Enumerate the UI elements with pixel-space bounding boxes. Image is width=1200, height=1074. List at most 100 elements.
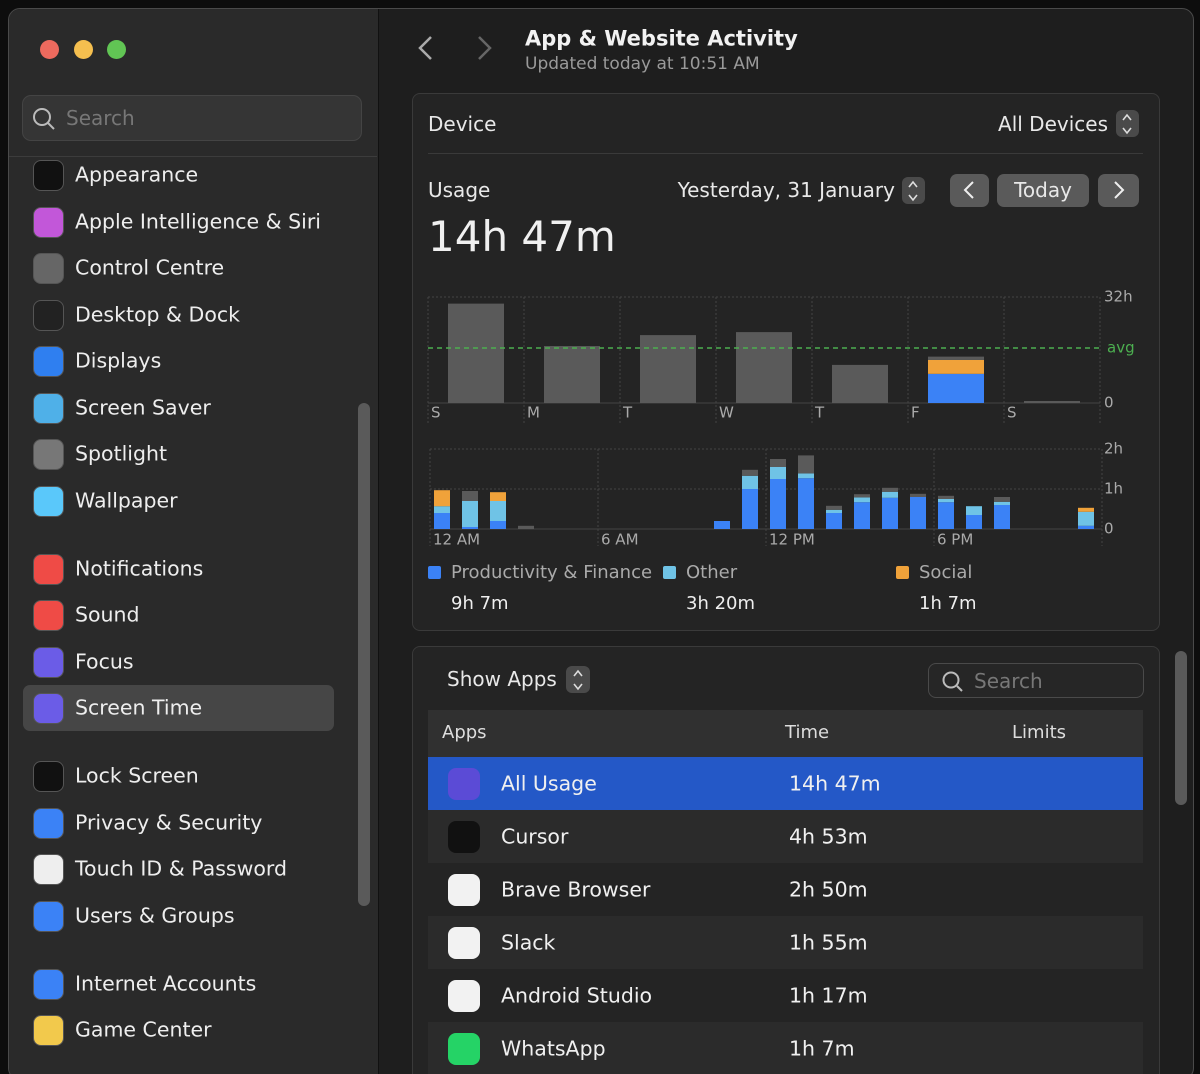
stepper-glyph bbox=[1122, 113, 1132, 121]
bar-segment bbox=[462, 527, 478, 529]
sidebar-item[interactable]: Control Centre bbox=[75, 255, 225, 280]
bar-segment bbox=[938, 495, 954, 499]
sidebar-item[interactable]: Lock Screen bbox=[75, 763, 199, 788]
bar-segment bbox=[462, 491, 478, 501]
selected-item[interactable] bbox=[23, 685, 334, 731]
sidebar-item[interactable]: Displays bbox=[75, 348, 162, 373]
bar-segment bbox=[736, 332, 792, 403]
sidebar-item[interactable]: Game Center bbox=[75, 1017, 212, 1042]
sidebar-item[interactable]: Apple Intelligence & Siri bbox=[75, 209, 321, 234]
sidebar-item[interactable]: Wallpaper bbox=[75, 488, 178, 513]
sidebar-icon bbox=[33, 553, 64, 585]
sidebar-item[interactable]: Users & Groups bbox=[75, 903, 235, 928]
bar-segment bbox=[882, 487, 898, 492]
today-button[interactable] bbox=[997, 174, 1089, 207]
avg-label: avg bbox=[1107, 339, 1135, 357]
close-button[interactable] bbox=[40, 40, 59, 59]
prev-day-button[interactable] bbox=[950, 174, 989, 207]
bar-segment bbox=[714, 521, 730, 529]
sidebar-icon bbox=[33, 346, 64, 377]
sidebar-item[interactable]: Screen Time bbox=[75, 695, 203, 720]
sidebar-item[interactable]: Touch ID & Password bbox=[75, 856, 287, 881]
y-tick-label: 2h bbox=[1104, 440, 1123, 458]
sidebar-item[interactable]: Screen Saver bbox=[75, 395, 211, 420]
legend-swatch bbox=[428, 566, 441, 579]
bar-segment bbox=[882, 497, 898, 529]
app-icon bbox=[448, 1033, 480, 1065]
bar-segment bbox=[448, 303, 504, 403]
x-tick-label: T bbox=[622, 404, 633, 422]
chevron-right bbox=[1114, 181, 1125, 199]
sidebar-item[interactable]: Focus bbox=[75, 649, 134, 674]
usage-label: Usage bbox=[428, 178, 491, 202]
table-row[interactable] bbox=[428, 810, 1143, 863]
legend-label: Social bbox=[919, 562, 973, 584]
sidebar-icon bbox=[33, 854, 64, 885]
next-day-button[interactable] bbox=[1098, 174, 1139, 207]
table-row[interactable] bbox=[428, 916, 1143, 969]
app-icon bbox=[448, 927, 480, 959]
sidebar-item[interactable]: Desktop & Dock bbox=[75, 302, 241, 327]
table-row[interactable] bbox=[428, 757, 1143, 810]
app-time: 4h 53m bbox=[789, 824, 868, 849]
sidebar-item[interactable]: Sound bbox=[75, 602, 140, 627]
sidebar-item[interactable]: Privacy & Security bbox=[75, 810, 263, 835]
app-icon bbox=[448, 768, 480, 800]
panel-divider bbox=[428, 153, 1143, 154]
legend-total: 9h 7m bbox=[451, 593, 509, 615]
minimize-button[interactable] bbox=[74, 40, 93, 59]
sidebar-item[interactable]: Notifications bbox=[75, 556, 204, 581]
sidebar-icon bbox=[33, 1015, 64, 1046]
stepper-glyph bbox=[573, 683, 583, 691]
chevron-left bbox=[963, 181, 974, 199]
sidebar-icon bbox=[33, 160, 64, 191]
search-placeholder: Search bbox=[66, 106, 135, 130]
forward-arrow[interactable] bbox=[478, 36, 492, 60]
page-title: App & Website Activity bbox=[525, 26, 798, 51]
table-row[interactable] bbox=[428, 969, 1143, 1022]
x-tick-label: M bbox=[527, 404, 540, 422]
x-tick-label: S bbox=[431, 404, 441, 422]
legend-total: 1h 7m bbox=[919, 593, 977, 615]
sidebar-item[interactable]: Spotlight bbox=[75, 441, 168, 466]
sidebar-search[interactable] bbox=[22, 95, 362, 141]
bar-segment bbox=[928, 359, 984, 374]
bar-segment bbox=[1078, 525, 1094, 529]
bar-segment bbox=[742, 475, 758, 489]
column-header: Time bbox=[785, 722, 830, 744]
legend-total: 3h 20m bbox=[686, 593, 756, 615]
app-name: WhatsApp bbox=[501, 1036, 606, 1061]
bar-segment bbox=[434, 506, 450, 513]
page-subtitle: Updated today at 10:51 AM bbox=[525, 53, 760, 74]
bar-segment bbox=[434, 513, 450, 529]
app-time: 14h 47m bbox=[789, 771, 881, 796]
app-icon bbox=[448, 821, 480, 853]
app-time: 1h 55m bbox=[789, 930, 868, 955]
apps-search[interactable] bbox=[928, 663, 1144, 698]
column-header: Apps bbox=[442, 722, 487, 744]
sidebar-icon bbox=[33, 646, 64, 678]
bar-segment bbox=[928, 373, 984, 403]
bar-segment bbox=[742, 489, 758, 529]
table-row[interactable] bbox=[428, 1022, 1143, 1074]
search-icon bbox=[956, 685, 963, 692]
zoom-button[interactable] bbox=[107, 40, 126, 59]
search-icon bbox=[33, 108, 51, 126]
bar-segment bbox=[854, 502, 870, 529]
bar-segment bbox=[770, 467, 786, 479]
sidebar-item[interactable]: Internet Accounts bbox=[75, 971, 257, 996]
bar-segment bbox=[490, 501, 506, 521]
date-stepper[interactable] bbox=[902, 177, 925, 204]
search-icon bbox=[47, 122, 55, 130]
bar-segment bbox=[966, 515, 982, 529]
bar-segment bbox=[742, 469, 758, 476]
bar-segment bbox=[994, 501, 1010, 505]
y-tick-label: 0 bbox=[1104, 520, 1114, 538]
bar-segment bbox=[994, 497, 1010, 502]
app-name: Slack bbox=[501, 930, 556, 955]
devices-stepper[interactable] bbox=[1116, 110, 1139, 137]
back-arrow[interactable] bbox=[418, 36, 432, 60]
sidebar-item[interactable]: Appearance bbox=[75, 162, 199, 187]
table-row[interactable] bbox=[428, 863, 1143, 916]
